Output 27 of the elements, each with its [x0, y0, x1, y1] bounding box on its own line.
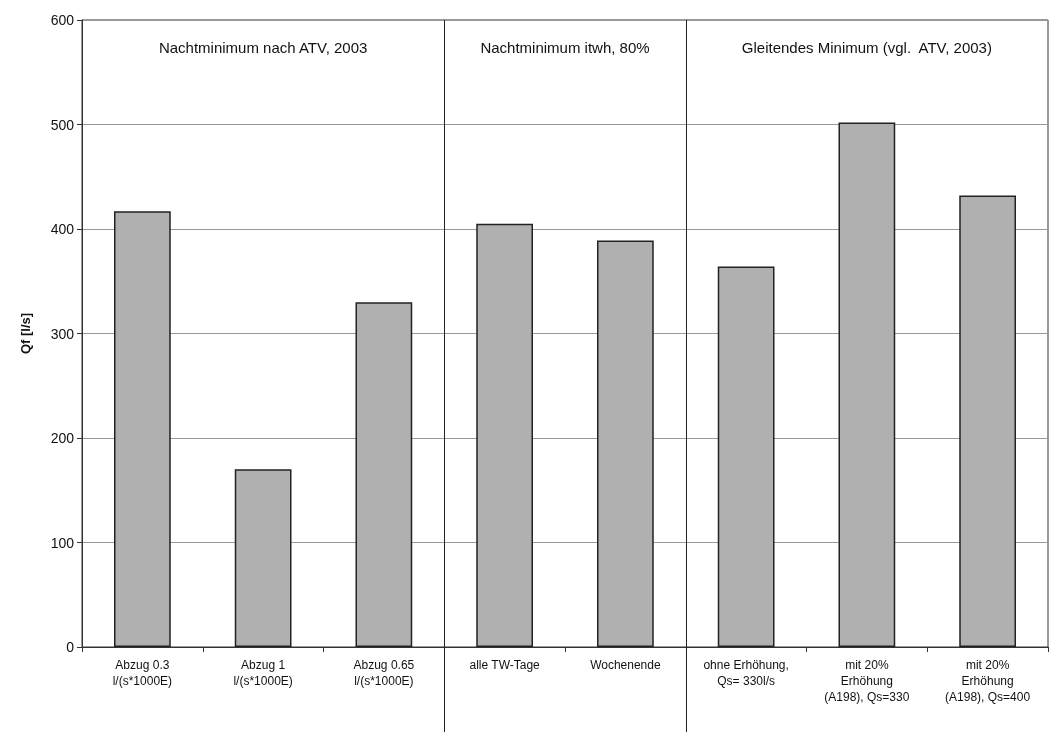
bar [838, 122, 896, 647]
y-tick-label: 400 [50, 221, 75, 237]
bar [234, 469, 292, 647]
y-tick-label: 100 [50, 534, 75, 551]
x-tick-label: Abzug 0.65 l/(s*1000E) [353, 658, 415, 688]
y-axis-title: Qf [l/s] [18, 312, 33, 355]
x-tick-label: mit 20% Erhöhung (A198), Qs=330 [824, 658, 910, 704]
x-tick-label: alle TW-Tage [469, 658, 541, 672]
x-tick-label: Wochenende [590, 658, 661, 672]
bar [355, 302, 413, 647]
bar [114, 211, 171, 647]
y-tick-label: 200 [50, 430, 75, 446]
x-tick-label: mit 20% Erhöhung (A198), Qs=400 [945, 658, 1031, 704]
y-tick-label: 0 [66, 639, 75, 655]
bar [597, 240, 654, 647]
annotation: Nachtminimum nach ATV, 2003 [158, 39, 368, 56]
x-tick-label: ohne Erhöhung, Qs= 330l/s [703, 658, 789, 688]
annotation: Gleitendes Minimum (vgl. ATV, 2003) [741, 39, 992, 56]
x-tick-label: Abzug 0.3 l/(s*1000E) [112, 658, 173, 688]
annotation: Nachtminimum itwh, 80% [480, 39, 650, 56]
y-tick-label: 600 [50, 12, 75, 28]
y-tick-label: 500 [50, 116, 75, 133]
bar [476, 223, 533, 647]
bar [717, 266, 775, 647]
x-tick-label: Abzug 1 l/(s*1000E) [233, 658, 293, 688]
bar [959, 195, 1016, 647]
y-tick-label: 300 [50, 325, 75, 342]
